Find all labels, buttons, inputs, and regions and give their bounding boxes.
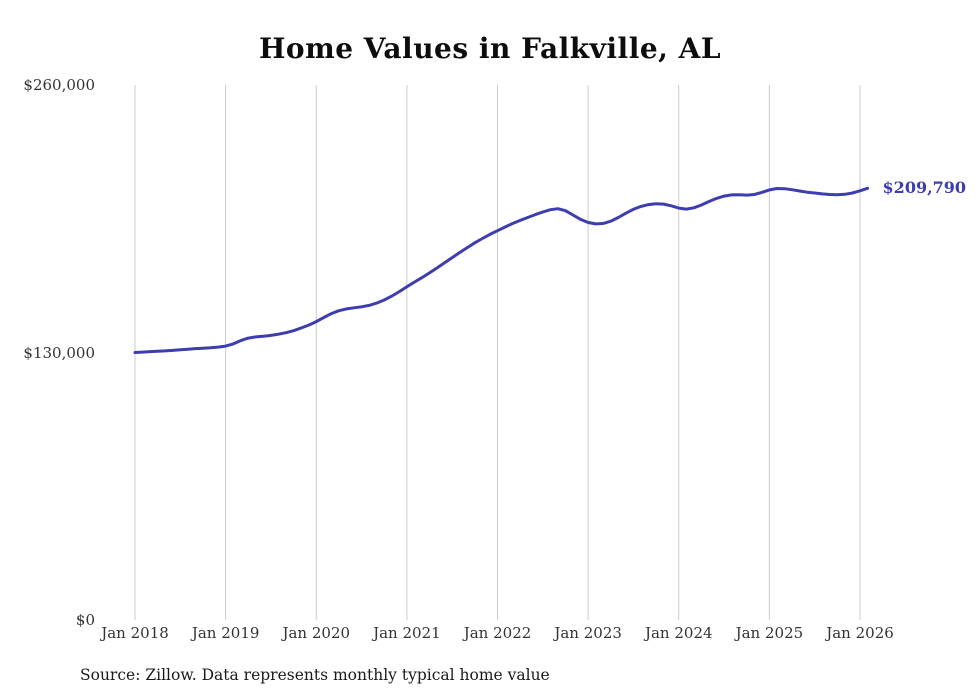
home-value-series-line [133, 186, 870, 354]
x-tick-label: Jan 2018 [101, 624, 169, 642]
current-value-label: $209,790 [882, 178, 967, 198]
x-tick-label: Jan 2026 [826, 624, 894, 642]
y-tick-label: $0 [75, 611, 95, 629]
x-tick-label: Jan 2019 [191, 624, 260, 642]
y-tick-label: $130,000 [23, 343, 95, 362]
x-tick-label: Jan 2024 [644, 624, 713, 642]
x-tick-label: Jan 2021 [373, 624, 441, 642]
chart-title: Home Values in Falkville, AL [258, 32, 722, 65]
x-tick-label: Jan 2020 [282, 624, 351, 642]
source-note: Source: Zillow. Data represents monthly … [80, 666, 550, 684]
x-tick-label: Jan 2022 [463, 624, 532, 642]
x-tick-label: Jan 2023 [554, 624, 622, 642]
gridlines [134, 85, 861, 620]
y-tick-label: $260,000 [23, 76, 95, 94]
x-tick-label: Jan 2025 [735, 624, 804, 642]
